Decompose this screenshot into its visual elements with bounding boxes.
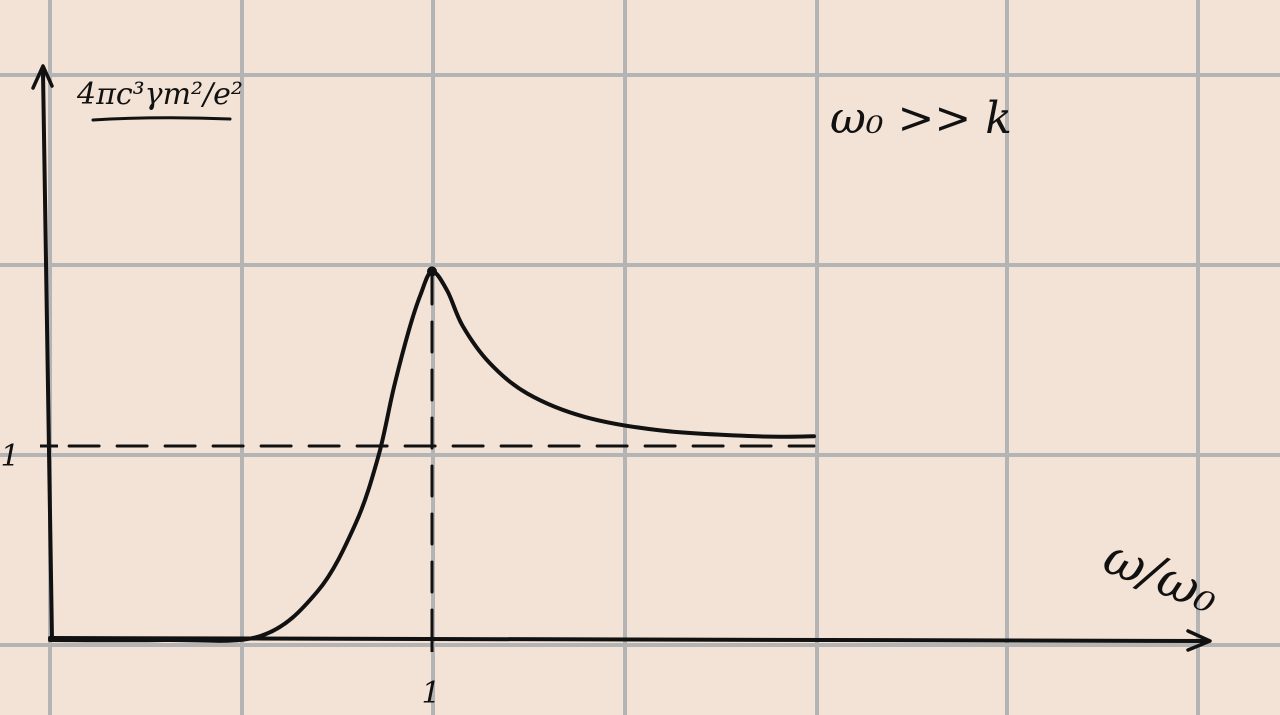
annotation-label: ω₀ >> k: [830, 93, 1012, 144]
series-group: [48, 269, 816, 643]
y-axis-arrow: [31, 64, 54, 90]
y-axis-label-fraction-bar: [91, 116, 232, 122]
response-curve: [48, 269, 816, 643]
peak-point: [427, 266, 437, 277]
x-axis-arrow: [1186, 629, 1212, 652]
y-axis-line: [41, 70, 54, 642]
y-axis-label: 4πc³γm²/e²: [76, 77, 243, 112]
y-tick-label: 1: [0, 439, 19, 474]
x-tick-label: 1: [421, 676, 440, 711]
